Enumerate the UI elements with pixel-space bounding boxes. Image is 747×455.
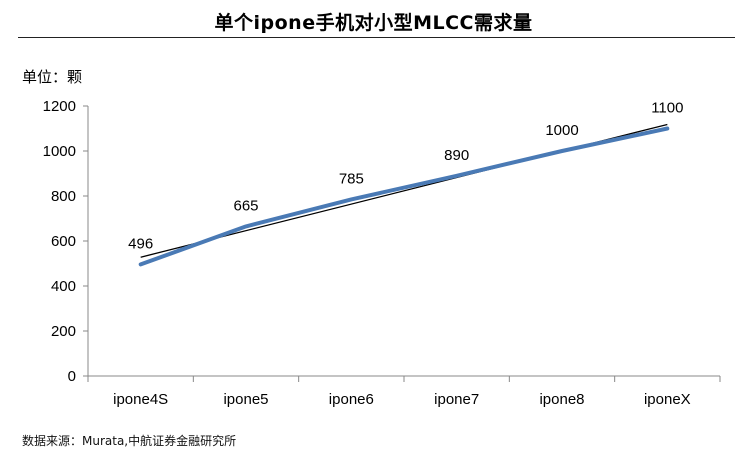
y-tick-label: 1000: [43, 143, 76, 160]
data-label: 1000: [545, 122, 578, 139]
y-tick-label: 1200: [43, 98, 76, 115]
y-tick-label: 200: [51, 323, 76, 340]
data-label: 1100: [651, 100, 683, 117]
data-label: 496: [128, 235, 153, 252]
y-tick-label: 0: [68, 368, 76, 385]
title-divider: [18, 37, 735, 38]
source-note: 数据来源：Murata,中航证券金融研究所: [22, 434, 237, 448]
y-tick-label: 400: [51, 278, 76, 295]
y-axis-unit-label: 单位：颗: [22, 68, 82, 86]
x-tick-label: ipone8: [539, 391, 584, 408]
chart-title: 单个ipone手机对小型MLCC需求量: [214, 12, 533, 34]
series-line: [138, 126, 670, 267]
y-tick-label: 600: [51, 233, 76, 250]
x-tick-label: ipone7: [434, 391, 479, 408]
x-tick-label: ipone5: [223, 391, 268, 408]
axes: 0 200 400 600 800 1000 1200 ipone4S ipone5 ipone6…: [43, 98, 721, 408]
data-label: 890: [444, 147, 469, 164]
data-label: 785: [339, 170, 364, 187]
x-tick-label: ipone6: [329, 391, 374, 408]
data-label: 665: [233, 197, 258, 214]
x-tick-label: ipone4S: [113, 391, 168, 408]
data-labels-layer: 496 665 785 890 1000 1100: [128, 100, 683, 253]
y-tick-label: 800: [51, 188, 76, 205]
x-tick-label: iponeX: [644, 391, 691, 408]
series-layer: [138, 126, 670, 267]
